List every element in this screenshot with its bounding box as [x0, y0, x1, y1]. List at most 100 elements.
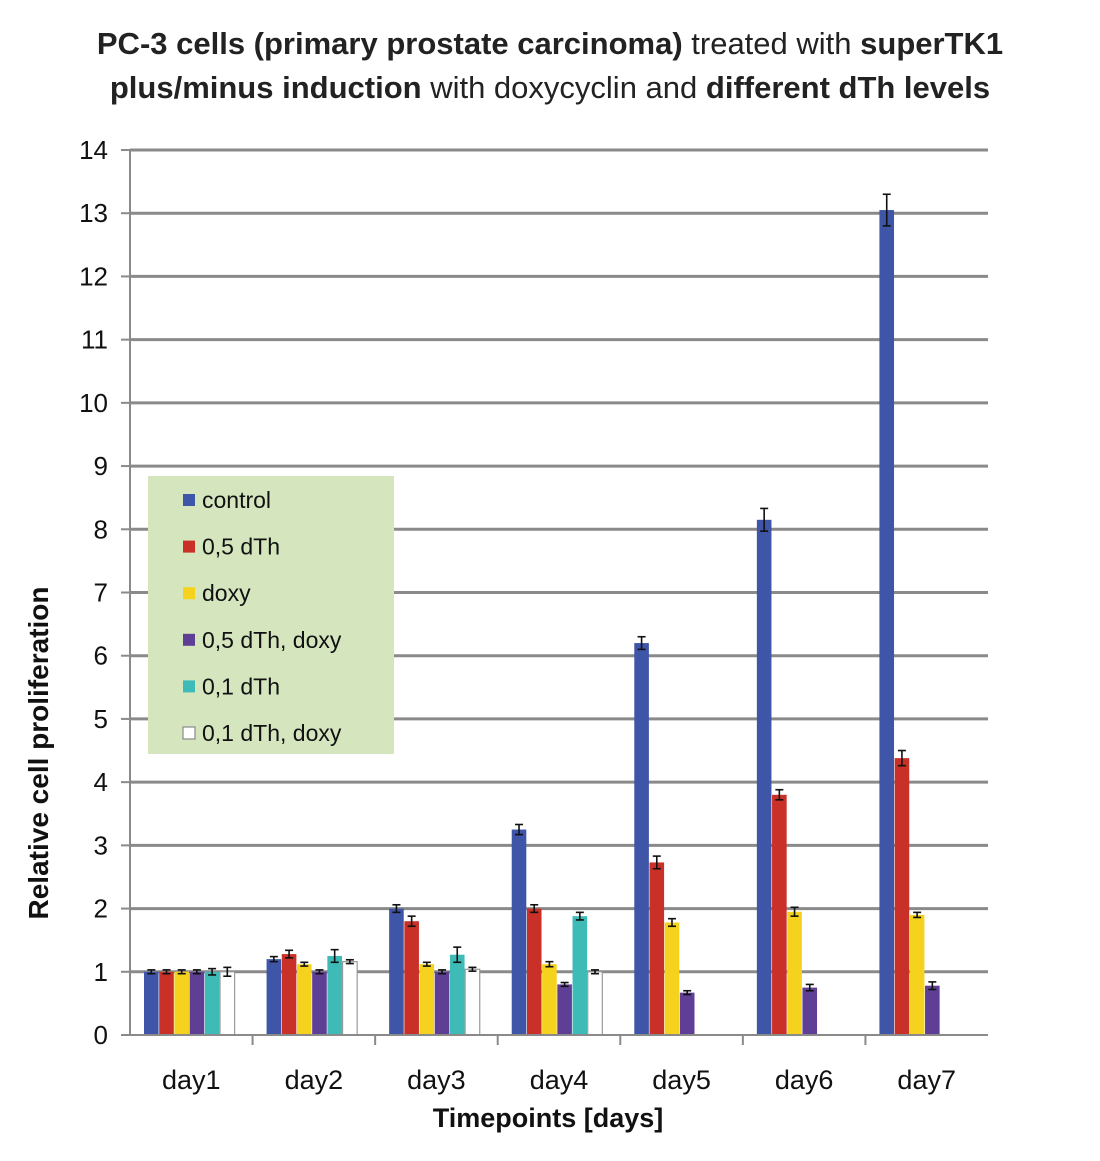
error-bar: [147, 969, 156, 975]
error-bar: [345, 958, 354, 965]
legend: control 0,5 dTh doxy 0,5 dTh, doxy 0,1 dTh 0,…: [148, 476, 394, 754]
bar: [404, 921, 419, 1035]
bar: [572, 916, 588, 1035]
legend-item: 0,1 dTh: [183, 673, 280, 699]
bar: [341, 961, 358, 1036]
title-line-2: plus/minus induction with doxycyclin and…: [0, 66, 1100, 110]
legend-label: 0,5 dTh, doxy: [202, 627, 342, 653]
bar: [281, 954, 297, 1035]
y-tick-label: 6: [94, 641, 108, 671]
error-bar: [897, 749, 906, 767]
error-bar: [637, 635, 646, 651]
legend-swatch: [183, 494, 195, 506]
error-bar: [882, 193, 891, 227]
error-bar: [269, 955, 278, 963]
legend-swatch: [182, 726, 196, 740]
error-bar: [315, 969, 324, 975]
error-bar: [530, 903, 539, 914]
legend-swatch: [183, 587, 195, 600]
y-tick-label: 3: [94, 830, 108, 860]
bar: [389, 908, 404, 1035]
x-tick-label: day3: [407, 1065, 466, 1095]
legend-item: 0,1 dTh, doxy: [182, 720, 342, 746]
bar: [144, 971, 159, 1035]
x-tick-label: day5: [652, 1065, 711, 1095]
bar: [189, 971, 205, 1035]
bar: [756, 519, 772, 1035]
bar: [204, 971, 220, 1035]
y-tick-label: 14: [79, 135, 108, 165]
y-tick-label: 11: [81, 325, 108, 355]
bar: [296, 964, 312, 1035]
bar: [587, 971, 603, 1036]
error-bar: [805, 983, 814, 992]
error-bar: [683, 989, 692, 996]
legend-label: doxy: [202, 580, 251, 606]
bar: [434, 971, 450, 1035]
error-bar: [790, 906, 799, 917]
title-line-1-part-3: superTK1: [860, 26, 1004, 61]
legend-label: control: [202, 487, 271, 513]
chart-title: PC-3 cells (primary prostate carcinoma) …: [0, 22, 1100, 110]
error-bar: [438, 969, 447, 975]
bars: [144, 193, 940, 1036]
error-bar: [667, 917, 676, 928]
error-bar: [928, 981, 937, 991]
bar: [174, 971, 189, 1035]
y-tick-label: 0: [94, 1020, 108, 1050]
error-bar: [775, 788, 784, 801]
x-tick-label: day7: [897, 1065, 956, 1095]
x-tick-label: day1: [162, 1065, 221, 1095]
error-bar: [468, 966, 477, 972]
bar: [664, 922, 680, 1035]
title-line-2-part-1: plus/minus induction: [109, 70, 422, 105]
title-line-1: PC-3 cells (primary prostate carcinoma) …: [0, 22, 1100, 66]
bar: [772, 794, 787, 1035]
bar: [894, 758, 910, 1035]
legend-label: 0,1 dTh: [202, 673, 280, 699]
bar: [449, 954, 465, 1035]
error-bar: [285, 949, 294, 959]
legend-swatch: [183, 540, 195, 553]
bar: [802, 987, 818, 1035]
bar: [925, 985, 940, 1035]
error-bar: [208, 967, 217, 976]
legend-item: 0,5 dTh: [183, 534, 280, 560]
legend-items: control 0,5 dTh doxy 0,5 dTh, doxy 0,1 dTh 0,…: [182, 487, 342, 746]
title-line-1-part-1: PC-3 cells (primary prostate carcinoma): [96, 26, 683, 61]
error-bar: [760, 507, 769, 532]
y-tick-label: 9: [94, 451, 108, 481]
legend-label: 0,5 dTh: [202, 534, 280, 560]
error-bar: [392, 903, 401, 914]
error-bar: [422, 961, 431, 967]
error-bar: [192, 969, 201, 975]
error-bar: [652, 855, 661, 870]
title-line-2-part-2: with doxycyclin and: [421, 70, 706, 105]
legend-swatch: [183, 680, 195, 693]
x-tick-labels: day1 day2 day3 day4 day5 day6 day7: [162, 1035, 956, 1095]
bar: [557, 984, 572, 1035]
bar: [526, 908, 542, 1035]
error-bar: [591, 969, 600, 975]
bar: [464, 968, 481, 1036]
bar: [909, 914, 925, 1035]
x-tick-label: day6: [775, 1065, 834, 1095]
bar: [159, 971, 174, 1035]
y-tick-label: 12: [79, 261, 108, 291]
error-bar: [515, 823, 524, 836]
x-axis-title: Timepoints [days]: [433, 1103, 664, 1133]
title-line-2-part-3: different dTh levels: [705, 70, 991, 105]
y-tick-label: 13: [79, 198, 108, 228]
bar: [511, 829, 527, 1035]
error-bar: [453, 946, 462, 964]
legend-item: control: [183, 487, 271, 513]
legend-label: 0,1 dTh, doxy: [202, 720, 342, 746]
bar: [327, 955, 342, 1035]
bar: [266, 959, 282, 1035]
bar: [879, 210, 895, 1035]
y-tick-label: 2: [94, 894, 108, 924]
legend-item: doxy: [183, 580, 251, 606]
error-bar: [300, 961, 309, 967]
y-tick-label: 7: [94, 578, 108, 608]
legend-item: 0,5 dTh, doxy: [183, 627, 342, 653]
